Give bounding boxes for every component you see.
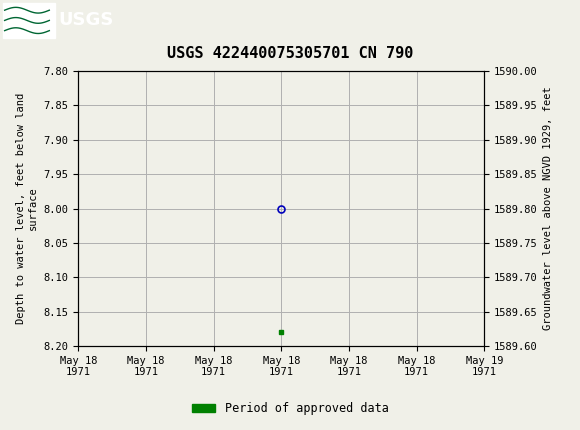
Text: USGS: USGS [58, 12, 113, 29]
Bar [3, 3, 55, 37]
Legend: Period of approved data: Period of approved data [187, 397, 393, 420]
Y-axis label: Depth to water level, feet below land
surface: Depth to water level, feet below land su… [16, 93, 38, 324]
Y-axis label: Groundwater level above NGVD 1929, feet: Groundwater level above NGVD 1929, feet [543, 87, 553, 330]
Text: USGS 422440075305701 CN 790: USGS 422440075305701 CN 790 [167, 46, 413, 61]
